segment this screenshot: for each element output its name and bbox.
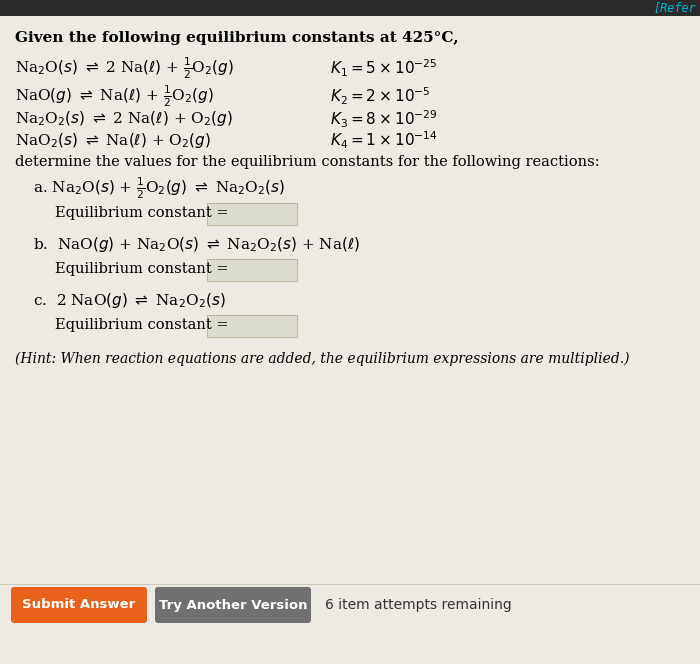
Text: Na$_2$O$_2$$(s)$ $\rightleftharpoons$ 2 Na$(\ell)$ + O$_2$$(g)$: Na$_2$O$_2$$(s)$ $\rightleftharpoons$ 2 … [15,110,233,129]
Text: determine the values for the equilibrium constants for the following reactions:: determine the values for the equilibrium… [15,155,600,169]
Text: Equilibrium constant =: Equilibrium constant = [55,262,228,276]
Bar [207,315,297,337]
Text: Equilibrium constant =: Equilibrium constant = [55,206,228,220]
Text: [Refer: [Refer [653,1,696,15]
Text: Given the following equilibrium constants at 425°C,: Given the following equilibrium constant… [15,31,458,45]
Text: (Hint: When reaction equations are added, the equilibrium expressions are multip: (Hint: When reaction equations are added… [15,352,629,366]
Text: $K_1 = 5 \times 10^{-25}$: $K_1 = 5 \times 10^{-25}$ [330,57,438,79]
FancyBboxPatch shape [155,587,311,623]
Text: Submit Answer: Submit Answer [22,598,136,612]
Text: Na$_2$O$(s)$ $\rightleftharpoons$ 2 Na$(\ell)$ + $\frac{1}{2}$O$_2$$(g)$: Na$_2$O$(s)$ $\rightleftharpoons$ 2 Na$(… [15,55,234,81]
Text: NaO$(g)$ $\rightleftharpoons$ Na$(\ell)$ + $\frac{1}{2}$O$_2$$(g)$: NaO$(g)$ $\rightleftharpoons$ Na$(\ell)$… [15,83,214,109]
Text: Try Another Version: Try Another Version [159,598,307,612]
Text: Equilibrium constant =: Equilibrium constant = [55,318,228,332]
Bar [207,203,297,225]
Text: $K_3 = 8 \times 10^{-29}$: $K_3 = 8 \times 10^{-29}$ [330,108,438,129]
FancyBboxPatch shape [11,587,147,623]
Text: b.  NaO$(g)$ + Na$_2$O$(s)$ $\rightleftharpoons$ Na$_2$O$_2$$(s)$ + Na$(\ell)$: b. NaO$(g)$ + Na$_2$O$(s)$ $\rightleftha… [33,234,360,254]
Text: c.  2 NaO$(g)$ $\rightleftharpoons$ Na$_2$O$_2$$(s)$: c. 2 NaO$(g)$ $\rightleftharpoons$ Na$_2… [33,291,226,309]
Text: NaO$_2$$(s)$ $\rightleftharpoons$ Na$(\ell)$ + O$_2$$(g)$: NaO$_2$$(s)$ $\rightleftharpoons$ Na$(\e… [15,131,211,149]
Bar [207,259,297,281]
Text: 6 item attempts remaining: 6 item attempts remaining [325,598,512,612]
Text: a. Na$_2$O$(s)$ + $\frac{1}{2}$O$_2$$(g)$ $\rightleftharpoons$ Na$_2$O$_2$$(s)$: a. Na$_2$O$(s)$ + $\frac{1}{2}$O$_2$$(g)… [33,175,285,201]
Bar [0,0,700,16]
Text: $K_2 = 2 \times 10^{-5}$: $K_2 = 2 \times 10^{-5}$ [330,85,430,107]
Text: $K_4 = 1 \times 10^{-14}$: $K_4 = 1 \times 10^{-14}$ [330,129,438,151]
